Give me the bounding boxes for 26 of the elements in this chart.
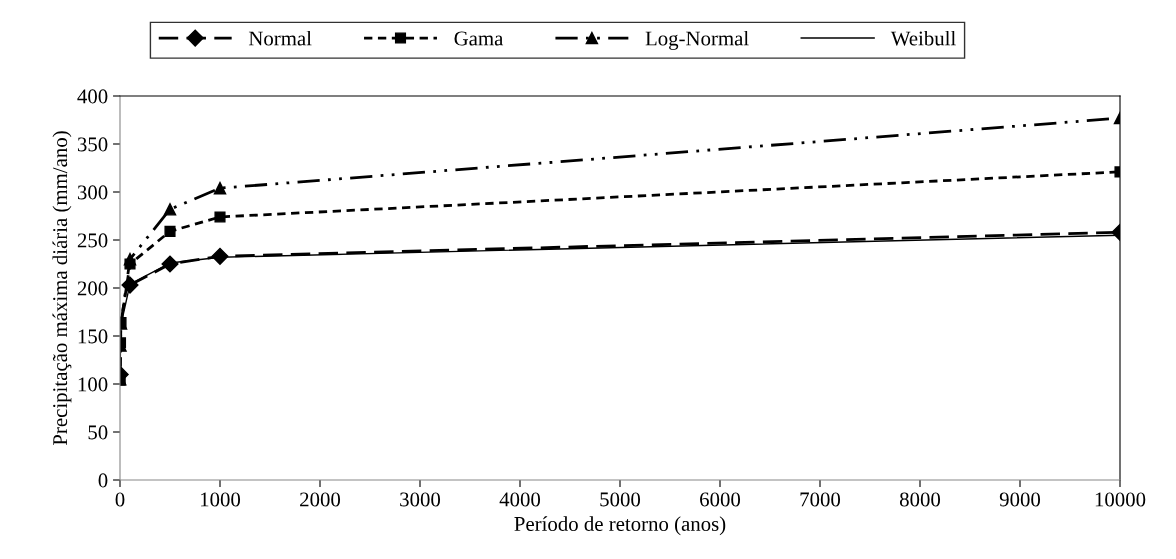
y-tick-label: 50	[88, 425, 108, 440]
x-tick-label: 7000	[800, 492, 841, 507]
y-tick-label: 200	[77, 281, 108, 296]
x-tick-label: 9000	[999, 492, 1041, 507]
x-tick-label: 8000	[899, 492, 941, 507]
x-axis-title: Período de retorno (anos)	[514, 516, 726, 536]
x-tick-label: 4000	[499, 492, 541, 507]
legend-label: Weibull	[890, 30, 956, 46]
x-tick-label: 6000	[700, 492, 741, 507]
y-tick-label: 100	[78, 377, 108, 392]
x-tick-label: 0	[115, 492, 125, 507]
y-tick-label: 250	[77, 233, 108, 248]
legend-label: Normal	[248, 30, 312, 46]
x-tick-label: 10000	[1095, 492, 1146, 507]
y-tick-label: 400	[77, 89, 108, 104]
x-tick-label: 3000	[400, 492, 441, 507]
legend-label: Gama	[454, 31, 504, 46]
y-tick-label: 0	[98, 473, 108, 488]
x-tick-label: 2000	[300, 492, 341, 507]
x-tick-label: 5000	[600, 492, 641, 507]
y-tick-label: 350	[77, 137, 108, 152]
y-tick-label: 150	[78, 329, 108, 344]
legend-label: Log-Normal	[645, 30, 749, 50]
x-tick-label: 1000	[201, 492, 241, 507]
y-tick-label: 300	[77, 185, 108, 200]
y-axis-title: Precipitação máxima diária (mm/ano)	[52, 131, 72, 446]
